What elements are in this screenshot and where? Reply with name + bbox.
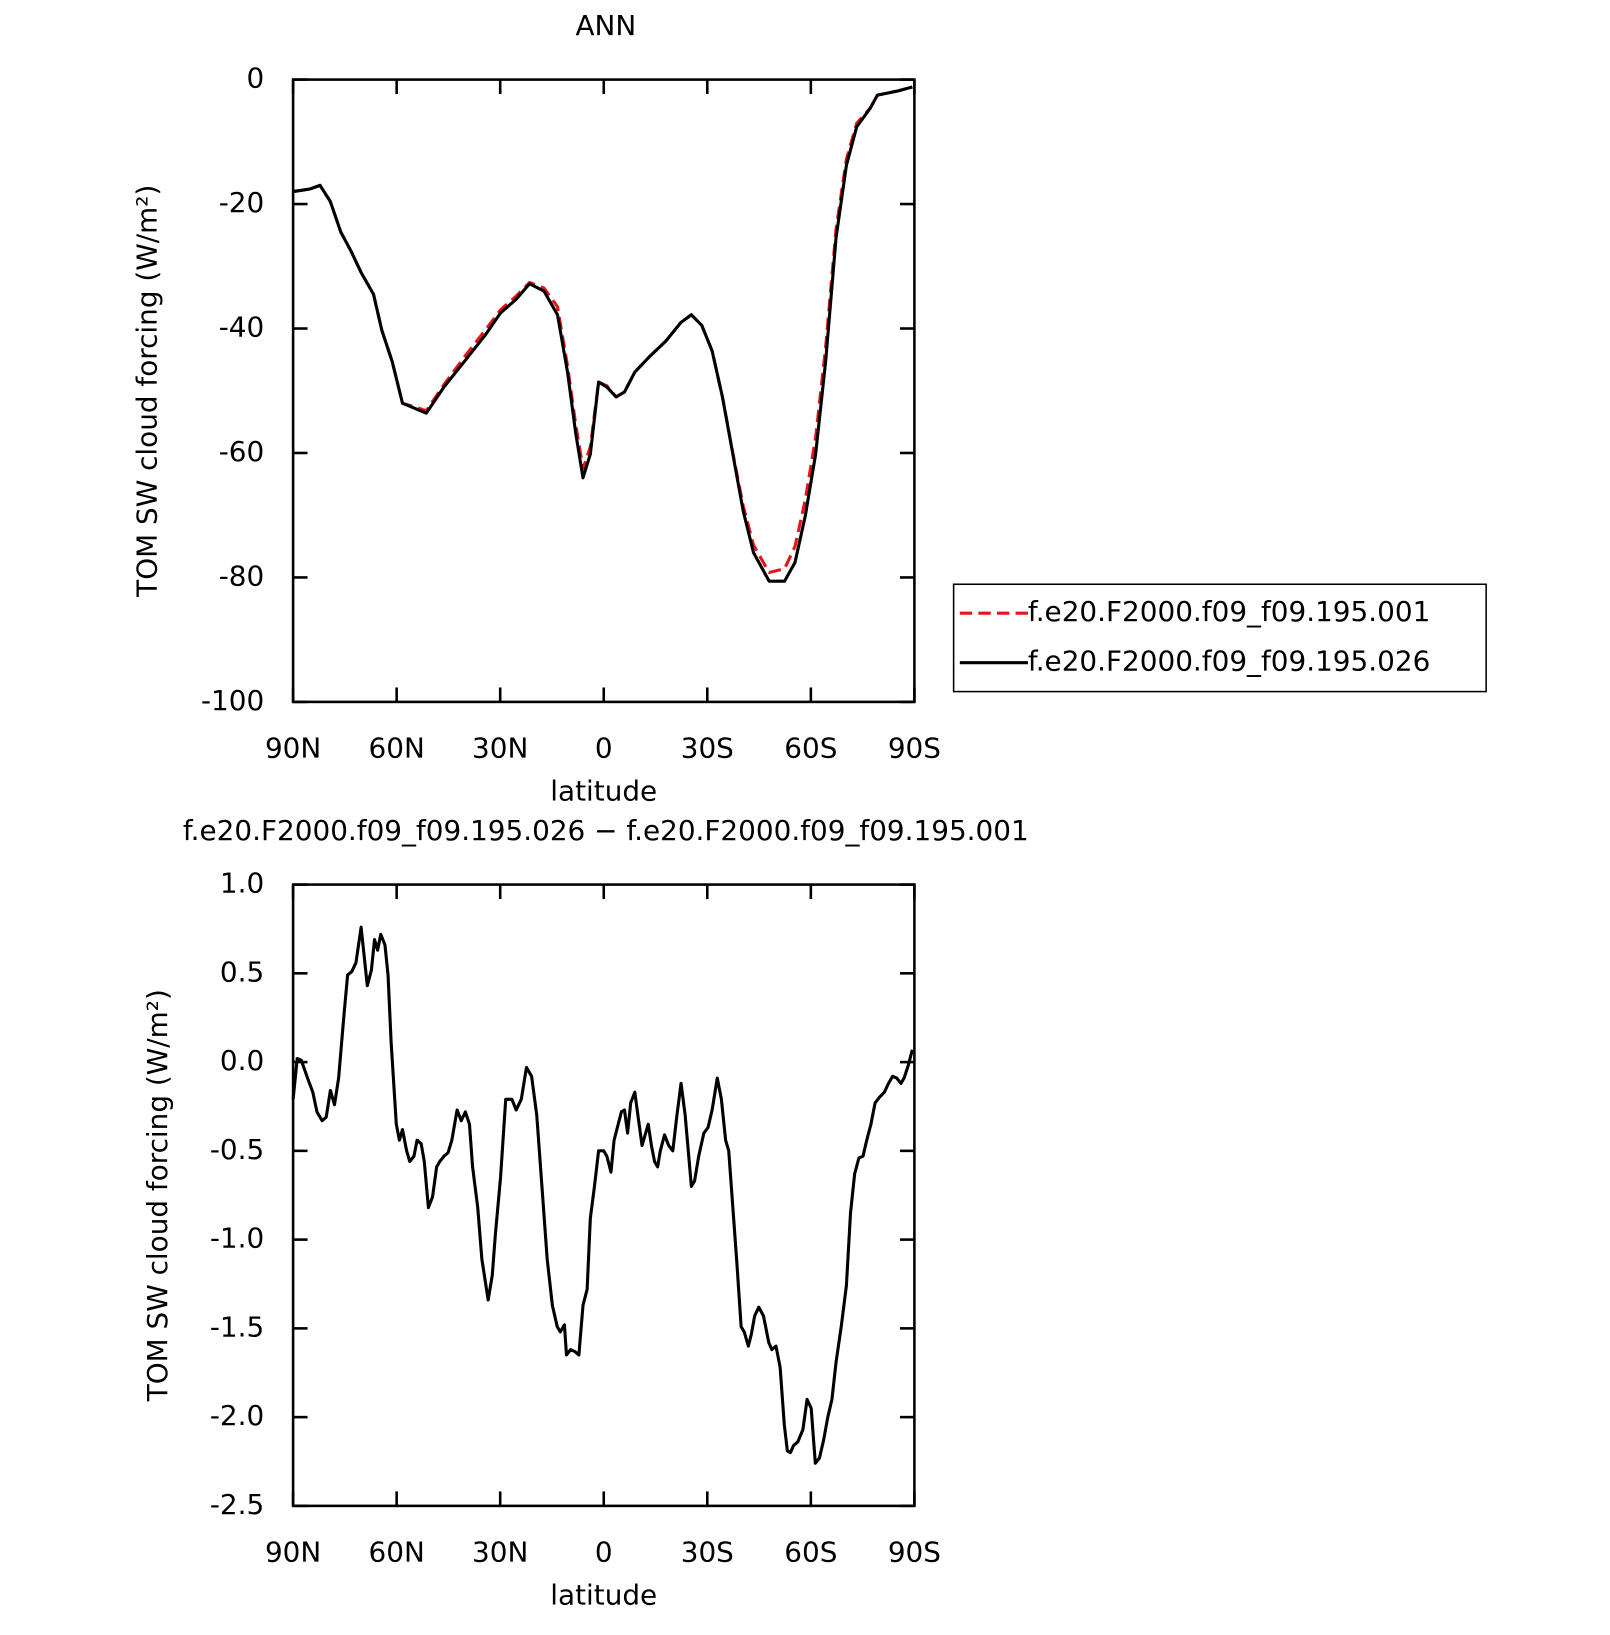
x-tick-label: 90N <box>265 1535 321 1568</box>
legend-label: f.e20.F2000.f09_f09.195.001 <box>1028 595 1430 628</box>
x-tick-label: 30S <box>681 731 734 764</box>
y-tick-label: -60 <box>219 435 265 468</box>
y-tick-label: 0.5 <box>220 955 264 988</box>
y-tick-label: -80 <box>219 559 265 592</box>
plot-frame <box>291 883 916 1508</box>
y-tick-label: -2.5 <box>210 1488 264 1521</box>
y-tick-label: -20 <box>219 186 265 219</box>
y-tick-label: -0.5 <box>210 1133 264 1166</box>
chart-title: ANN <box>575 9 636 42</box>
x-tick-label: 60N <box>369 1535 425 1568</box>
x-tick-label: 30N <box>472 731 528 764</box>
x-tick-label: 0 <box>595 1535 613 1568</box>
legend-label: f.e20.F2000.f09_f09.195.026 <box>1028 645 1430 678</box>
y-tick-label: -1.5 <box>210 1310 264 1343</box>
x-axis-label: latitude <box>550 775 657 808</box>
x-tick-label: 60S <box>784 731 837 764</box>
y-axis-label: TOM SW cloud forcing (W/m²) <box>131 185 164 598</box>
x-tick-label: 90S <box>888 1535 941 1568</box>
y-tick-label: 0.0 <box>220 1044 264 1077</box>
data-line <box>291 925 914 1465</box>
data-line <box>292 85 913 575</box>
y-tick-label: 1.0 <box>220 867 264 900</box>
y-tick-label: -1.0 <box>210 1222 264 1255</box>
x-tick-label: 0 <box>595 731 613 764</box>
x-tick-label: 90N <box>265 731 321 764</box>
y-tick-label: -40 <box>219 311 265 344</box>
y-tick-label: -2.0 <box>210 1399 264 1432</box>
y-tick-label: -100 <box>201 684 264 717</box>
y-axis-label: TOM SW cloud forcing (W/m²) <box>141 989 174 1402</box>
x-tick-label: 60S <box>784 1535 837 1568</box>
chart-title: f.e20.F2000.f09_f09.195.026 − f.e20.F200… <box>183 814 1029 847</box>
x-tick-label: 30N <box>472 1535 528 1568</box>
y-tick-label: 0 <box>246 62 264 95</box>
data-line <box>292 85 913 583</box>
x-axis-label: latitude <box>550 1579 657 1612</box>
plot-frame <box>291 78 916 704</box>
x-tick-label: 60N <box>369 731 425 764</box>
x-tick-label: 30S <box>681 1535 734 1568</box>
legend-box <box>952 583 1487 693</box>
x-tick-label: 90S <box>888 731 941 764</box>
